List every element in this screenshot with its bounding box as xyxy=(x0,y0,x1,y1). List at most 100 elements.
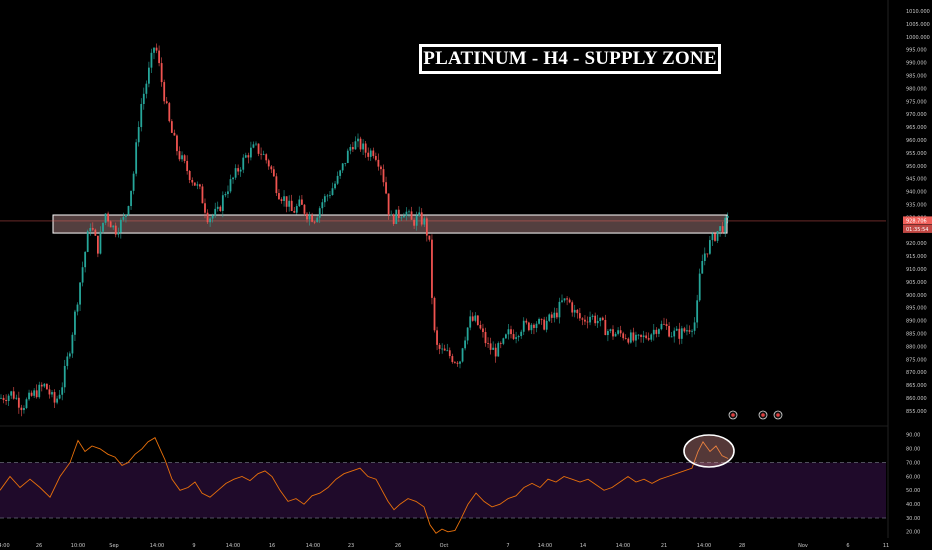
last-price-tag xyxy=(903,216,932,225)
candle-body xyxy=(303,204,306,214)
candle-body xyxy=(586,321,589,323)
candle-body xyxy=(137,127,140,143)
candle-body xyxy=(232,177,234,180)
candle-body xyxy=(311,215,313,222)
candle-body xyxy=(221,195,224,211)
candle-body xyxy=(492,347,495,350)
candle-body xyxy=(229,179,232,192)
candle-body xyxy=(660,323,663,330)
countdown-tag xyxy=(903,224,932,233)
candle-body xyxy=(466,327,469,341)
candle-body xyxy=(385,182,387,194)
time-tick-label: Nov xyxy=(798,543,808,549)
candle-body xyxy=(12,391,15,399)
time-tick-label: 6 xyxy=(846,543,849,549)
candle-body xyxy=(512,334,515,339)
price-tick-label: 895.000 xyxy=(906,306,927,312)
candle-body xyxy=(364,143,367,153)
candle-body xyxy=(316,217,319,223)
candle-body xyxy=(487,343,489,344)
candle-body xyxy=(642,335,645,337)
candle-body xyxy=(683,328,686,332)
price-tick-label: 920.000 xyxy=(906,241,927,247)
candle-body xyxy=(405,211,408,216)
time-tick-label: 14:00 xyxy=(306,543,320,549)
candle-body xyxy=(318,208,321,218)
candle-body xyxy=(533,324,535,328)
candle-body xyxy=(48,389,51,395)
candle-body xyxy=(578,313,581,319)
candle-body xyxy=(173,132,176,136)
rsi-line xyxy=(0,437,729,534)
candle-body xyxy=(688,330,691,332)
candle-body xyxy=(132,173,135,191)
candle-body xyxy=(701,261,704,274)
time-tick-label: 14:00 xyxy=(150,543,164,549)
candle-body xyxy=(255,143,257,145)
candle-body xyxy=(234,168,237,178)
candle-body xyxy=(721,226,724,233)
candle-body xyxy=(451,356,454,363)
candle-body xyxy=(242,157,245,170)
candle-body xyxy=(581,318,584,320)
candle-body xyxy=(548,314,551,321)
candle-body xyxy=(63,365,66,388)
candle-body xyxy=(176,135,178,152)
candle-body xyxy=(655,329,658,334)
candle-body xyxy=(418,212,421,216)
rsi-tick-label: 80.00 xyxy=(906,447,920,453)
candle-body xyxy=(635,334,637,341)
candle-body xyxy=(99,231,102,254)
candle-body xyxy=(135,142,138,174)
candle-body xyxy=(84,251,87,268)
candle-body xyxy=(109,221,112,228)
candle-body xyxy=(522,320,525,332)
candle-body xyxy=(250,147,252,158)
candle-body xyxy=(28,392,30,400)
candle-body xyxy=(591,315,594,317)
candle-body xyxy=(288,200,291,207)
candle-body xyxy=(199,184,201,187)
candle-body xyxy=(438,344,441,349)
candle-body xyxy=(148,67,150,84)
candle-body xyxy=(61,387,64,395)
candle-body xyxy=(81,267,84,283)
time-tick-label: 26 xyxy=(36,543,42,549)
candle-body xyxy=(178,151,181,160)
time-tick-label: 21 xyxy=(661,543,667,549)
chart-title: PLATINUM - H4 - SUPPLY ZONE xyxy=(423,48,717,69)
candle-body xyxy=(719,226,721,232)
time-tick-label: 28 xyxy=(739,543,745,549)
candle-body xyxy=(622,333,625,339)
candle-body xyxy=(117,232,120,235)
candle-body xyxy=(97,235,99,254)
candle-body xyxy=(507,329,510,335)
event-marker-dot xyxy=(761,413,765,417)
candle-body xyxy=(658,329,660,334)
candle-body xyxy=(89,228,92,232)
candle-body xyxy=(339,170,342,176)
candle-body xyxy=(550,314,553,318)
price-tick-label: 875.000 xyxy=(906,357,927,363)
price-tick-label: 940.000 xyxy=(906,190,927,196)
candle-body xyxy=(563,298,566,301)
candle-body xyxy=(275,176,278,194)
candle-body xyxy=(278,193,280,200)
candle-body xyxy=(543,319,546,330)
candle-body xyxy=(696,300,699,323)
candle-body xyxy=(382,169,385,183)
event-marker-dot xyxy=(731,413,735,417)
candle-body xyxy=(632,332,635,341)
candle-body xyxy=(74,311,76,335)
candle-body xyxy=(0,397,2,399)
candle-body xyxy=(76,304,79,312)
candle-body xyxy=(237,168,240,172)
time-tick-label: 11 xyxy=(883,543,889,549)
rsi-tick-label: 30.00 xyxy=(906,516,920,522)
candle-body xyxy=(204,203,206,213)
supply-zone xyxy=(52,214,728,234)
candle-body xyxy=(607,331,609,336)
price-tick-label: 990.000 xyxy=(906,61,927,67)
candle-body xyxy=(497,343,500,357)
